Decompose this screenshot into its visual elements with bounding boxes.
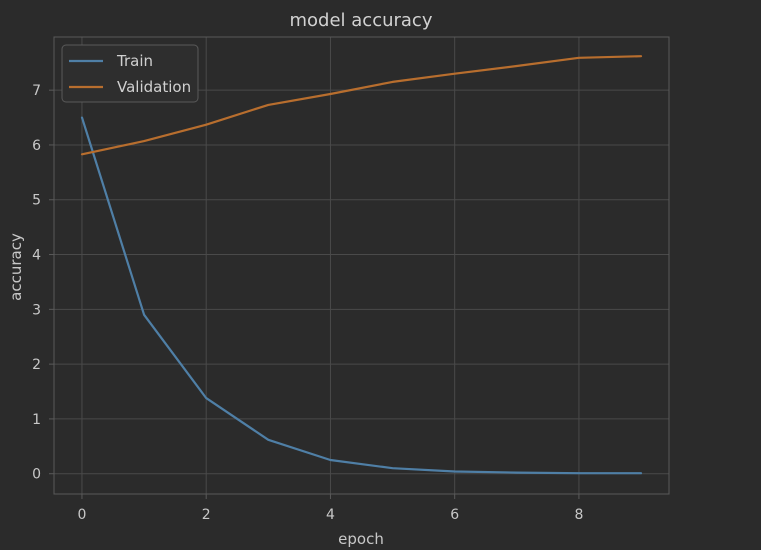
series-line-validation: [80, 55, 643, 156]
x-tick-label: 6: [450, 507, 459, 523]
series-layer: [80, 55, 643, 475]
x-tick-label: 8: [574, 507, 583, 523]
y-axis-ticks: 0 1 2 3 4 5 6 7: [32, 83, 54, 483]
x-axis-ticks: 0 2 4 6 8: [77, 494, 583, 523]
y-tick-label: 3: [32, 302, 41, 318]
y-tick-label: 6: [32, 138, 41, 154]
y-tick-label: 2: [32, 357, 41, 373]
legend-label-train: Train: [116, 52, 153, 70]
x-axis-label: epoch: [338, 530, 384, 548]
legend-label-validation: Validation: [117, 78, 191, 96]
y-tick-label: 0: [32, 467, 41, 483]
x-tick-label: 4: [326, 507, 335, 523]
chart-title: model accuracy: [290, 10, 433, 31]
series-line-train: [80, 116, 643, 475]
y-tick-label: 5: [32, 193, 41, 209]
grid-lines: [54, 37, 669, 494]
y-tick-label: 1: [32, 412, 41, 428]
y-tick-label: 4: [32, 248, 41, 264]
y-axis-label: accuracy: [7, 233, 25, 301]
x-tick-label: 2: [202, 507, 211, 523]
legend: Train Validation: [61, 44, 199, 103]
y-tick-label: 7: [32, 83, 41, 99]
x-tick-label: 0: [77, 507, 86, 523]
plot-area-frame: [53, 36, 670, 495]
